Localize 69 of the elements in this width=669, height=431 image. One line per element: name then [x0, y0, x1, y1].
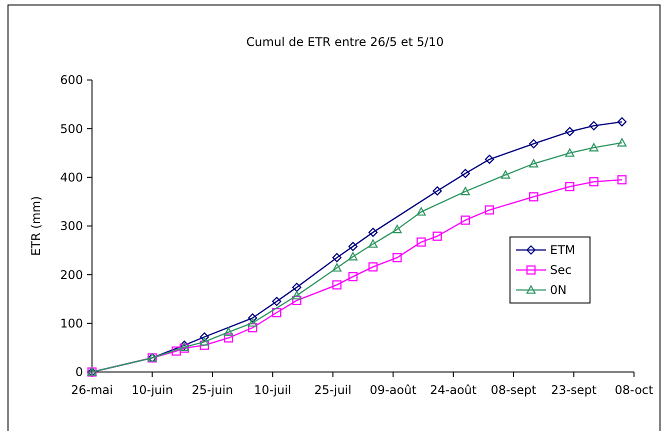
- x-tick-label: 09-août: [370, 383, 417, 397]
- point: [460, 186, 470, 196]
- point: [292, 290, 302, 300]
- point: [224, 327, 234, 336]
- point: [460, 216, 470, 225]
- point: [332, 280, 342, 290]
- y-tick-label: 200: [60, 268, 83, 282]
- x-tick-label: 26-mai: [71, 383, 113, 397]
- point: [589, 177, 598, 186]
- point: [617, 117, 627, 126]
- point: [529, 159, 538, 168]
- x-tick-label: 10-juin: [131, 383, 173, 397]
- point: [484, 154, 494, 164]
- chart-title: Cumul de ETR entre 26/5 et 5/10: [246, 35, 444, 49]
- legend-label: Sec: [550, 263, 572, 278]
- point: [500, 170, 510, 179]
- y-tick-label: 600: [60, 73, 83, 88]
- point: [416, 207, 426, 216]
- point: [565, 148, 574, 157]
- y-tick-label: 0: [75, 365, 83, 380]
- point: [565, 182, 574, 192]
- point: [224, 333, 234, 343]
- point: [332, 253, 342, 262]
- x-tick-label: 08-oct: [614, 383, 654, 397]
- point: [368, 239, 378, 248]
- point: [617, 138, 627, 147]
- point: [368, 262, 378, 272]
- y-axis-title: ETR (mm): [29, 196, 43, 256]
- x-tick-label: 23-sept: [550, 383, 597, 397]
- point: [589, 143, 598, 152]
- point: [529, 139, 538, 148]
- point: [432, 232, 442, 241]
- point: [416, 237, 426, 247]
- legend-label: 0N: [550, 283, 567, 298]
- x-tick-label: 25-juil: [314, 383, 352, 397]
- point: [348, 252, 358, 260]
- point: [484, 205, 494, 215]
- point: [200, 337, 210, 346]
- point: [348, 242, 358, 252]
- point: [392, 253, 402, 262]
- point: [460, 168, 470, 178]
- point: [200, 332, 210, 342]
- x-tick-label: 25-juin: [192, 383, 234, 397]
- point: [292, 296, 302, 306]
- point: [172, 346, 181, 356]
- point: [292, 282, 302, 292]
- point: [589, 121, 598, 130]
- y-tick-label: 300: [60, 219, 83, 234]
- legend-label: ETM: [550, 243, 576, 258]
- x-tick-label: 08-sept: [490, 383, 537, 397]
- y-tick-label: 500: [60, 122, 83, 136]
- point: [368, 228, 378, 237]
- y-tick-label: 100: [60, 316, 83, 331]
- point: [248, 318, 258, 327]
- point: [248, 323, 258, 332]
- point: [332, 263, 342, 272]
- x-tick-label: 24-août: [430, 383, 477, 397]
- point: [200, 340, 210, 350]
- x-tick-label: 10-juil: [254, 383, 292, 397]
- point: [529, 192, 538, 202]
- point: [432, 186, 442, 196]
- point: [248, 313, 258, 323]
- point: [272, 308, 282, 318]
- point: [348, 272, 358, 282]
- point: [565, 126, 574, 136]
- point: [392, 224, 402, 234]
- point: [272, 296, 282, 306]
- y-tick-label: 400: [60, 170, 83, 185]
- point: [617, 175, 627, 184]
